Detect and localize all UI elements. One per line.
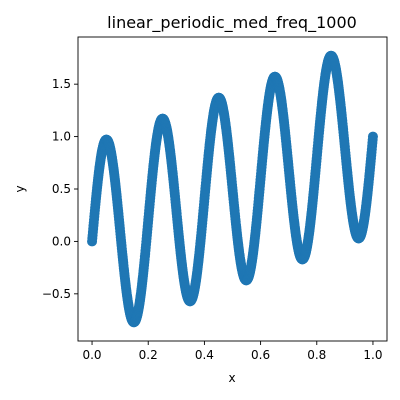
- x-axis-ticks: 0.0 0.2 0.4 0.6 0.8 1.0: [82, 341, 383, 362]
- x-tick-label: 0.8: [307, 348, 326, 362]
- y-tick-label: −0.5: [42, 287, 71, 301]
- x-tick-label: 0.6: [251, 348, 270, 362]
- chart-title: linear_periodic_med_freq_1000: [107, 13, 357, 33]
- y-tick-label: 0.0: [52, 234, 71, 248]
- y-tick-label: 1.5: [52, 77, 71, 91]
- x-axis-label: x: [228, 371, 235, 385]
- x-tick-label: 1.0: [363, 348, 382, 362]
- x-tick-label: 0.0: [82, 348, 101, 362]
- y-axis-label: y: [13, 185, 27, 192]
- y-tick-label: 0.5: [52, 182, 71, 196]
- y-axis-ticks: −0.5 0.0 0.5 1.0 1.5: [42, 77, 78, 301]
- data-point: [367, 131, 378, 142]
- data-points: [87, 50, 378, 328]
- x-tick-label: 0.4: [195, 348, 214, 362]
- y-tick-label: 1.0: [52, 130, 71, 144]
- x-tick-label: 0.2: [139, 348, 158, 362]
